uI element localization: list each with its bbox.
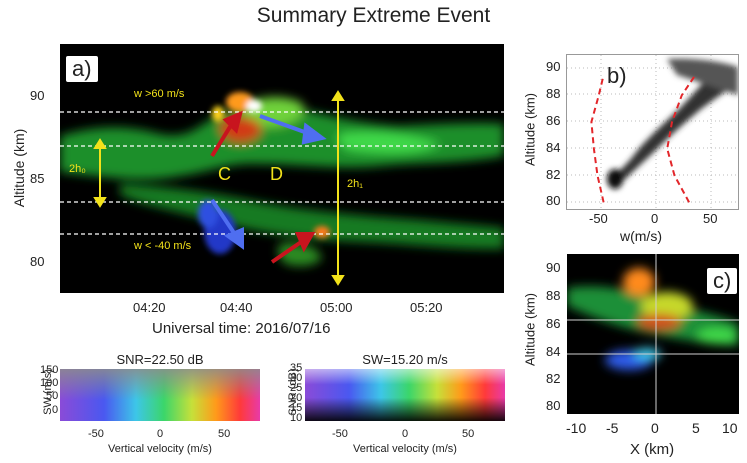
legend-right-ytick-20: 20 (290, 392, 303, 404)
legend-right-ytick-35: 35 (290, 362, 303, 374)
panel-b-xlabel: w(m/s) (620, 228, 662, 244)
panel-b-xtick-50: 50 (703, 211, 718, 226)
panel-b-plot: b) (566, 54, 739, 210)
panel-a-xtick-0440: 04:40 (220, 300, 253, 315)
legend-left-xtick-m50: -50 (88, 428, 104, 440)
panel-a-xtick-0520: 05:20 (410, 300, 443, 315)
annotation-h1: 2h₁ (347, 178, 363, 190)
legend-right-ytick-15: 15 (290, 402, 303, 414)
panel-c-ytick-86: 86 (546, 316, 561, 331)
legend-right-title: SW=15.20 m/s (362, 352, 448, 367)
legend-right-ytick-25: 25 (290, 382, 303, 394)
panel-c-ytick-84: 84 (546, 344, 561, 359)
legend-left-xtick-50: 50 (218, 428, 231, 440)
panel-a-ytick-90: 90 (30, 88, 45, 103)
panel-c-xtick-m5: -5 (606, 420, 619, 436)
legend-left-ytick-100: 100 (40, 377, 59, 389)
updraft-arrow-2 (270, 238, 306, 264)
panel-a-xtick-0500: 05:00 (320, 300, 353, 315)
legend-right-xtick-m50: -50 (332, 428, 348, 440)
legend-left-xlabel: Vertical velocity (m/s) (108, 443, 212, 455)
panel-b-ytick-80: 80 (546, 193, 561, 208)
panel-c-xtick-5: 5 (692, 420, 700, 436)
panel-b-ytick-82: 82 (546, 167, 561, 182)
wave-arrow-1 (259, 114, 311, 136)
panel-b-ytick-90: 90 (546, 59, 561, 74)
panel-b-xtick-0: 0 (651, 211, 659, 226)
annotation-w-down: w < -40 m/s (134, 240, 192, 252)
panel-b-xtick-m50: -50 (589, 211, 608, 226)
panel-c-label: c) (707, 268, 738, 294)
panel-a-ytick-85: 85 (30, 171, 45, 186)
wave-arrow-2 (210, 198, 238, 238)
legend-left-title: SNR=22.50 dB (116, 352, 204, 367)
panel-a-ytick-80: 80 (30, 254, 45, 269)
panel-c-xtick-10: 10 (722, 420, 738, 436)
panel-c-xtick-m10: -10 (566, 420, 587, 436)
legend-left-xtick-0: 0 (157, 428, 164, 440)
panel-c-ytick-82: 82 (546, 371, 561, 386)
legend-right-ytick-10: 10 (290, 412, 303, 424)
panel-a-label: a) (66, 56, 98, 82)
panel-b-ytick-86: 86 (546, 113, 561, 128)
panel-c-ytick-80: 80 (546, 398, 561, 413)
envelope-right (666, 74, 697, 203)
panel-a-xtick-0420: 04:20 (133, 300, 166, 315)
envelope-left (590, 74, 605, 203)
legend-right-xlabel: Vertical velocity (m/s) (353, 443, 457, 455)
panel-a-ylabel: Altitude (km) (11, 128, 27, 208)
panel-c-xlabel: X (km) (630, 441, 675, 458)
legend-left-colorbar (60, 369, 260, 421)
panel-a-plot: a) w >60 m/s w < -40 m/s C D 2h₀ 2h₁ (60, 44, 504, 293)
panel-c-xtick-0: 0 (651, 420, 659, 436)
updraft-arrow-1 (210, 120, 235, 158)
panel-b-ylabel: Altitude (km) (522, 93, 538, 166)
figure-title: Summary Extreme Event (256, 4, 491, 27)
panel-b-ytick-84: 84 (546, 140, 561, 155)
panel-c-heatmap (567, 254, 739, 414)
panel-c-ylabel: Altitude (km) (522, 293, 538, 366)
panel-c-plot: c) (567, 254, 739, 414)
legend-left-ytick-150: 150 (40, 364, 59, 376)
panel-b-label: b) (607, 63, 627, 88)
panel-c-ytick-88: 88 (546, 288, 561, 303)
annotation-w-up: w >60 m/s (134, 88, 185, 100)
panel-a-heatmap (60, 90, 504, 286)
panel-a-xlabel: Universal time: 2016/07/16 (152, 320, 331, 337)
annotation-h0: 2h₀ (69, 163, 86, 175)
panel-c-ytick-90: 90 (546, 260, 561, 275)
legend-left-ytick-0: 0 (52, 404, 59, 416)
legend-right-xtick-0: 0 (402, 428, 409, 440)
panel-b-heatmap (567, 55, 738, 209)
legend-left-ytick-50: 50 (46, 390, 59, 402)
legend-right-xtick-50: 50 (462, 428, 475, 440)
legend-right-ytick-30: 30 (290, 372, 303, 384)
panel-b-ytick-88: 88 (546, 86, 561, 101)
annotation-region-c: C (218, 164, 231, 184)
annotation-region-d: D (270, 164, 283, 184)
legend-right-colorbar (305, 369, 505, 421)
